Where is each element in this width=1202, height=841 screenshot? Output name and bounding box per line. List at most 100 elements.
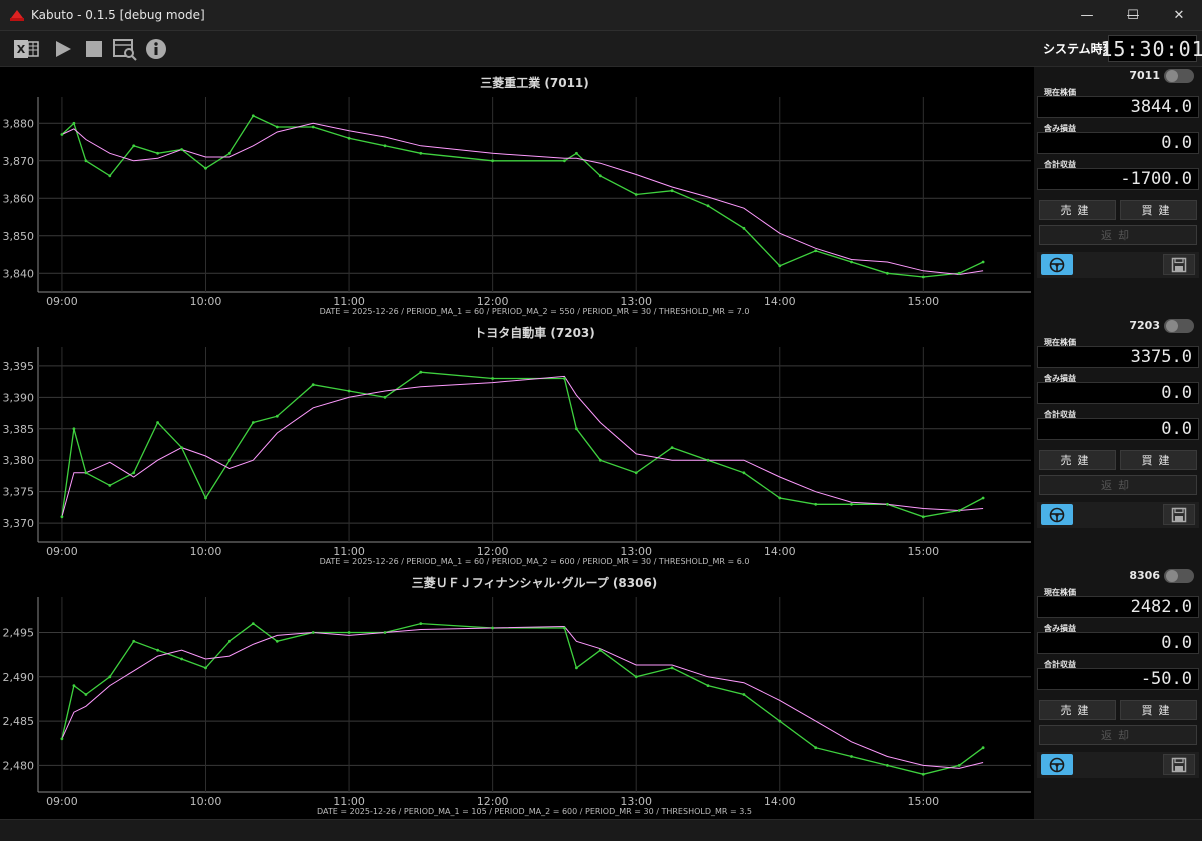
price-point (180, 446, 184, 449)
sell-button[interactable]: 売建 (1039, 700, 1116, 720)
price-point (563, 626, 566, 630)
log-viewer-icon (113, 39, 137, 61)
y-tick-label: 3,850 (3, 230, 35, 243)
repay-button[interactable]: 返却 (1039, 475, 1197, 495)
price-point (575, 427, 578, 431)
save-button[interactable] (1163, 754, 1195, 775)
price-point (957, 764, 961, 767)
total-pnl-label: 合計収益 (1044, 660, 1076, 669)
price-point (383, 395, 387, 399)
price-point (383, 144, 387, 148)
price-point (84, 471, 88, 475)
total-pnl-label: 合計収益 (1044, 160, 1076, 169)
price-point (706, 204, 710, 208)
price-point (84, 693, 88, 696)
price-point (108, 675, 112, 679)
x-tick-label: 12:00 (477, 795, 509, 808)
maximize-window-button[interactable]: ☐ (1127, 8, 1139, 23)
play-icon (56, 41, 71, 57)
close-window-button[interactable]: ✕ (1173, 8, 1185, 23)
y-tick-label: 2,485 (3, 715, 35, 728)
price-point (311, 631, 315, 634)
price-point (72, 121, 76, 125)
steering-wheel-icon (1049, 757, 1065, 772)
excel-button[interactable]: X (12, 35, 40, 63)
title-bar: Kabuto - 0.1.5 [debug mode] — (0, 0, 1202, 31)
price-point (921, 772, 925, 776)
y-tick-label: 3,385 (3, 423, 35, 436)
price-point (228, 151, 231, 155)
price-series-line (61, 114, 984, 278)
y-tick-label: 3,860 (3, 192, 35, 205)
panel-tool-row (1037, 752, 1199, 778)
price-point (72, 684, 76, 687)
price-point (670, 189, 674, 193)
play-button[interactable] (49, 35, 77, 63)
x-tick-label: 15:00 (907, 295, 939, 308)
y-tick-label: 3,840 (3, 267, 35, 280)
buy-button[interactable]: 買建 (1120, 450, 1197, 470)
price-point (778, 496, 782, 500)
price-point (598, 174, 602, 178)
sell-button[interactable]: 売建 (1039, 450, 1116, 470)
y-tick-label: 3,880 (3, 117, 35, 130)
current-price-display: 3844.0 (1037, 96, 1199, 118)
trading-toggle[interactable] (1164, 319, 1194, 333)
trade-panel-7203: 7203 現在株価 3375.0 含み損益 0.0 合計収益 0.0 売建 買建… (1034, 317, 1202, 529)
price-point (419, 622, 423, 625)
save-button[interactable] (1163, 504, 1195, 525)
current-price-label: 現在株価 (1044, 88, 1076, 97)
price-point (419, 370, 423, 374)
price-point (575, 151, 578, 155)
buy-button[interactable]: 買建 (1120, 700, 1197, 720)
info-button[interactable] (142, 35, 170, 63)
auto-trade-button[interactable] (1041, 754, 1073, 775)
unrealized-pnl-display: 0.0 (1037, 632, 1199, 654)
unrealized-pnl-display: 0.0 (1037, 382, 1199, 404)
price-point (742, 693, 746, 696)
minimize-button[interactable]: — (1126, 8, 1140, 23)
x-tick-label: 10:00 (190, 795, 222, 808)
x-tick-label: 11:00 (333, 545, 365, 558)
price-point (670, 666, 674, 670)
price-point (670, 446, 674, 449)
current-price-label: 現在株価 (1044, 338, 1076, 347)
auto-trade-button[interactable] (1041, 254, 1073, 275)
save-icon (1171, 507, 1187, 522)
trading-sidebar: 7011 現在株価 3844.0 含み損益 0.0 合計収益 -1700.0 売… (1034, 67, 1202, 819)
current-price-label: 現在株価 (1044, 588, 1076, 597)
unrealized-pnl-label: 含み損益 (1044, 624, 1076, 633)
stop-button[interactable] (80, 35, 108, 63)
price-point (251, 421, 255, 424)
system-time-label: システム時刻 (1043, 42, 1115, 56)
total-pnl-label: 合計収益 (1044, 410, 1076, 419)
price-point (72, 427, 76, 431)
price-point (251, 622, 255, 625)
x-tick-label: 15:00 (907, 545, 939, 558)
price-point (383, 631, 387, 634)
svg-text:X: X (17, 43, 26, 56)
minimize-window-button[interactable]: — (1080, 8, 1094, 23)
repay-button[interactable]: 返却 (1039, 225, 1197, 245)
buy-button[interactable]: 買建 (1120, 200, 1197, 220)
price-point (108, 174, 112, 178)
x-tick-label: 09:00 (46, 295, 78, 308)
trading-toggle[interactable] (1164, 69, 1194, 83)
price-point (886, 502, 889, 506)
price-point (778, 264, 782, 268)
repay-button[interactable]: 返却 (1039, 725, 1197, 745)
toolbar: X システム時刻 (0, 31, 1202, 67)
x-tick-label: 14:00 (764, 545, 796, 558)
auto-trade-button[interactable] (1041, 504, 1073, 525)
price-point (180, 148, 184, 151)
system-time-display: 15:30:01 (1100, 35, 1202, 62)
log-viewer-button[interactable] (111, 35, 139, 63)
save-button[interactable] (1163, 254, 1195, 275)
price-point (598, 458, 602, 462)
total-pnl-display: 0.0 (1037, 418, 1199, 440)
price-point (204, 666, 207, 670)
kabuto-logo-icon (10, 10, 24, 21)
trading-toggle[interactable] (1164, 569, 1194, 583)
price-point (634, 193, 638, 196)
sell-button[interactable]: 売建 (1039, 200, 1116, 220)
